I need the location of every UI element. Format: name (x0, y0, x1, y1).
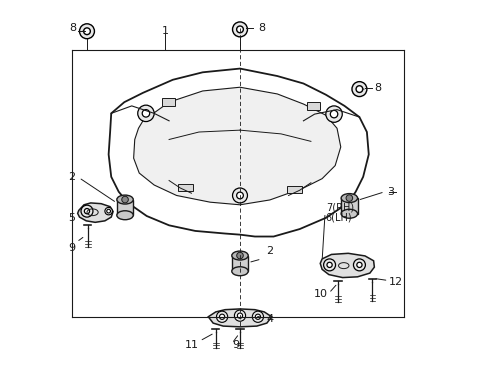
Circle shape (357, 262, 362, 267)
Circle shape (237, 26, 243, 33)
Circle shape (216, 311, 228, 322)
Text: 9: 9 (232, 341, 240, 350)
Text: 3: 3 (387, 187, 395, 197)
Circle shape (142, 110, 150, 117)
Text: 6(LH): 6(LH) (326, 213, 352, 223)
Text: 1: 1 (162, 26, 169, 36)
Polygon shape (320, 253, 374, 277)
Circle shape (80, 24, 95, 39)
Circle shape (81, 205, 93, 217)
Text: 8: 8 (258, 23, 265, 32)
Text: 7(RH): 7(RH) (326, 202, 354, 212)
Polygon shape (287, 186, 301, 193)
Circle shape (105, 208, 112, 215)
Polygon shape (208, 309, 272, 327)
Ellipse shape (341, 194, 358, 203)
Text: 8: 8 (374, 83, 382, 93)
Circle shape (238, 313, 242, 318)
Text: 10: 10 (314, 290, 328, 299)
Text: 9: 9 (68, 243, 75, 253)
Text: 4: 4 (266, 314, 273, 324)
Circle shape (327, 262, 332, 267)
Circle shape (122, 196, 128, 203)
Circle shape (237, 192, 243, 199)
Ellipse shape (232, 251, 248, 260)
Circle shape (255, 314, 261, 319)
Polygon shape (341, 198, 358, 214)
Circle shape (324, 259, 336, 271)
Circle shape (232, 188, 248, 203)
Circle shape (237, 252, 243, 259)
Circle shape (252, 311, 264, 322)
Circle shape (232, 22, 248, 37)
Circle shape (234, 310, 246, 321)
Polygon shape (179, 184, 193, 191)
Circle shape (219, 314, 225, 319)
Polygon shape (78, 203, 113, 222)
Circle shape (138, 105, 154, 121)
Text: 12: 12 (389, 277, 403, 287)
Circle shape (356, 86, 363, 92)
Circle shape (107, 209, 110, 213)
Text: 2: 2 (266, 246, 273, 256)
Ellipse shape (117, 195, 133, 204)
Circle shape (84, 209, 90, 214)
Polygon shape (162, 99, 175, 106)
Polygon shape (307, 102, 320, 110)
Text: 8: 8 (70, 23, 76, 32)
Ellipse shape (117, 211, 133, 220)
Polygon shape (133, 87, 341, 205)
Text: 5: 5 (68, 213, 75, 223)
Ellipse shape (341, 209, 358, 218)
Polygon shape (232, 256, 248, 271)
Text: 11: 11 (185, 341, 199, 350)
Circle shape (353, 259, 365, 271)
Text: 2: 2 (68, 172, 75, 182)
Ellipse shape (232, 267, 248, 276)
Circle shape (346, 195, 353, 202)
Circle shape (326, 106, 342, 122)
Circle shape (84, 28, 90, 35)
Circle shape (352, 82, 367, 97)
Circle shape (330, 111, 338, 118)
Polygon shape (117, 200, 133, 215)
